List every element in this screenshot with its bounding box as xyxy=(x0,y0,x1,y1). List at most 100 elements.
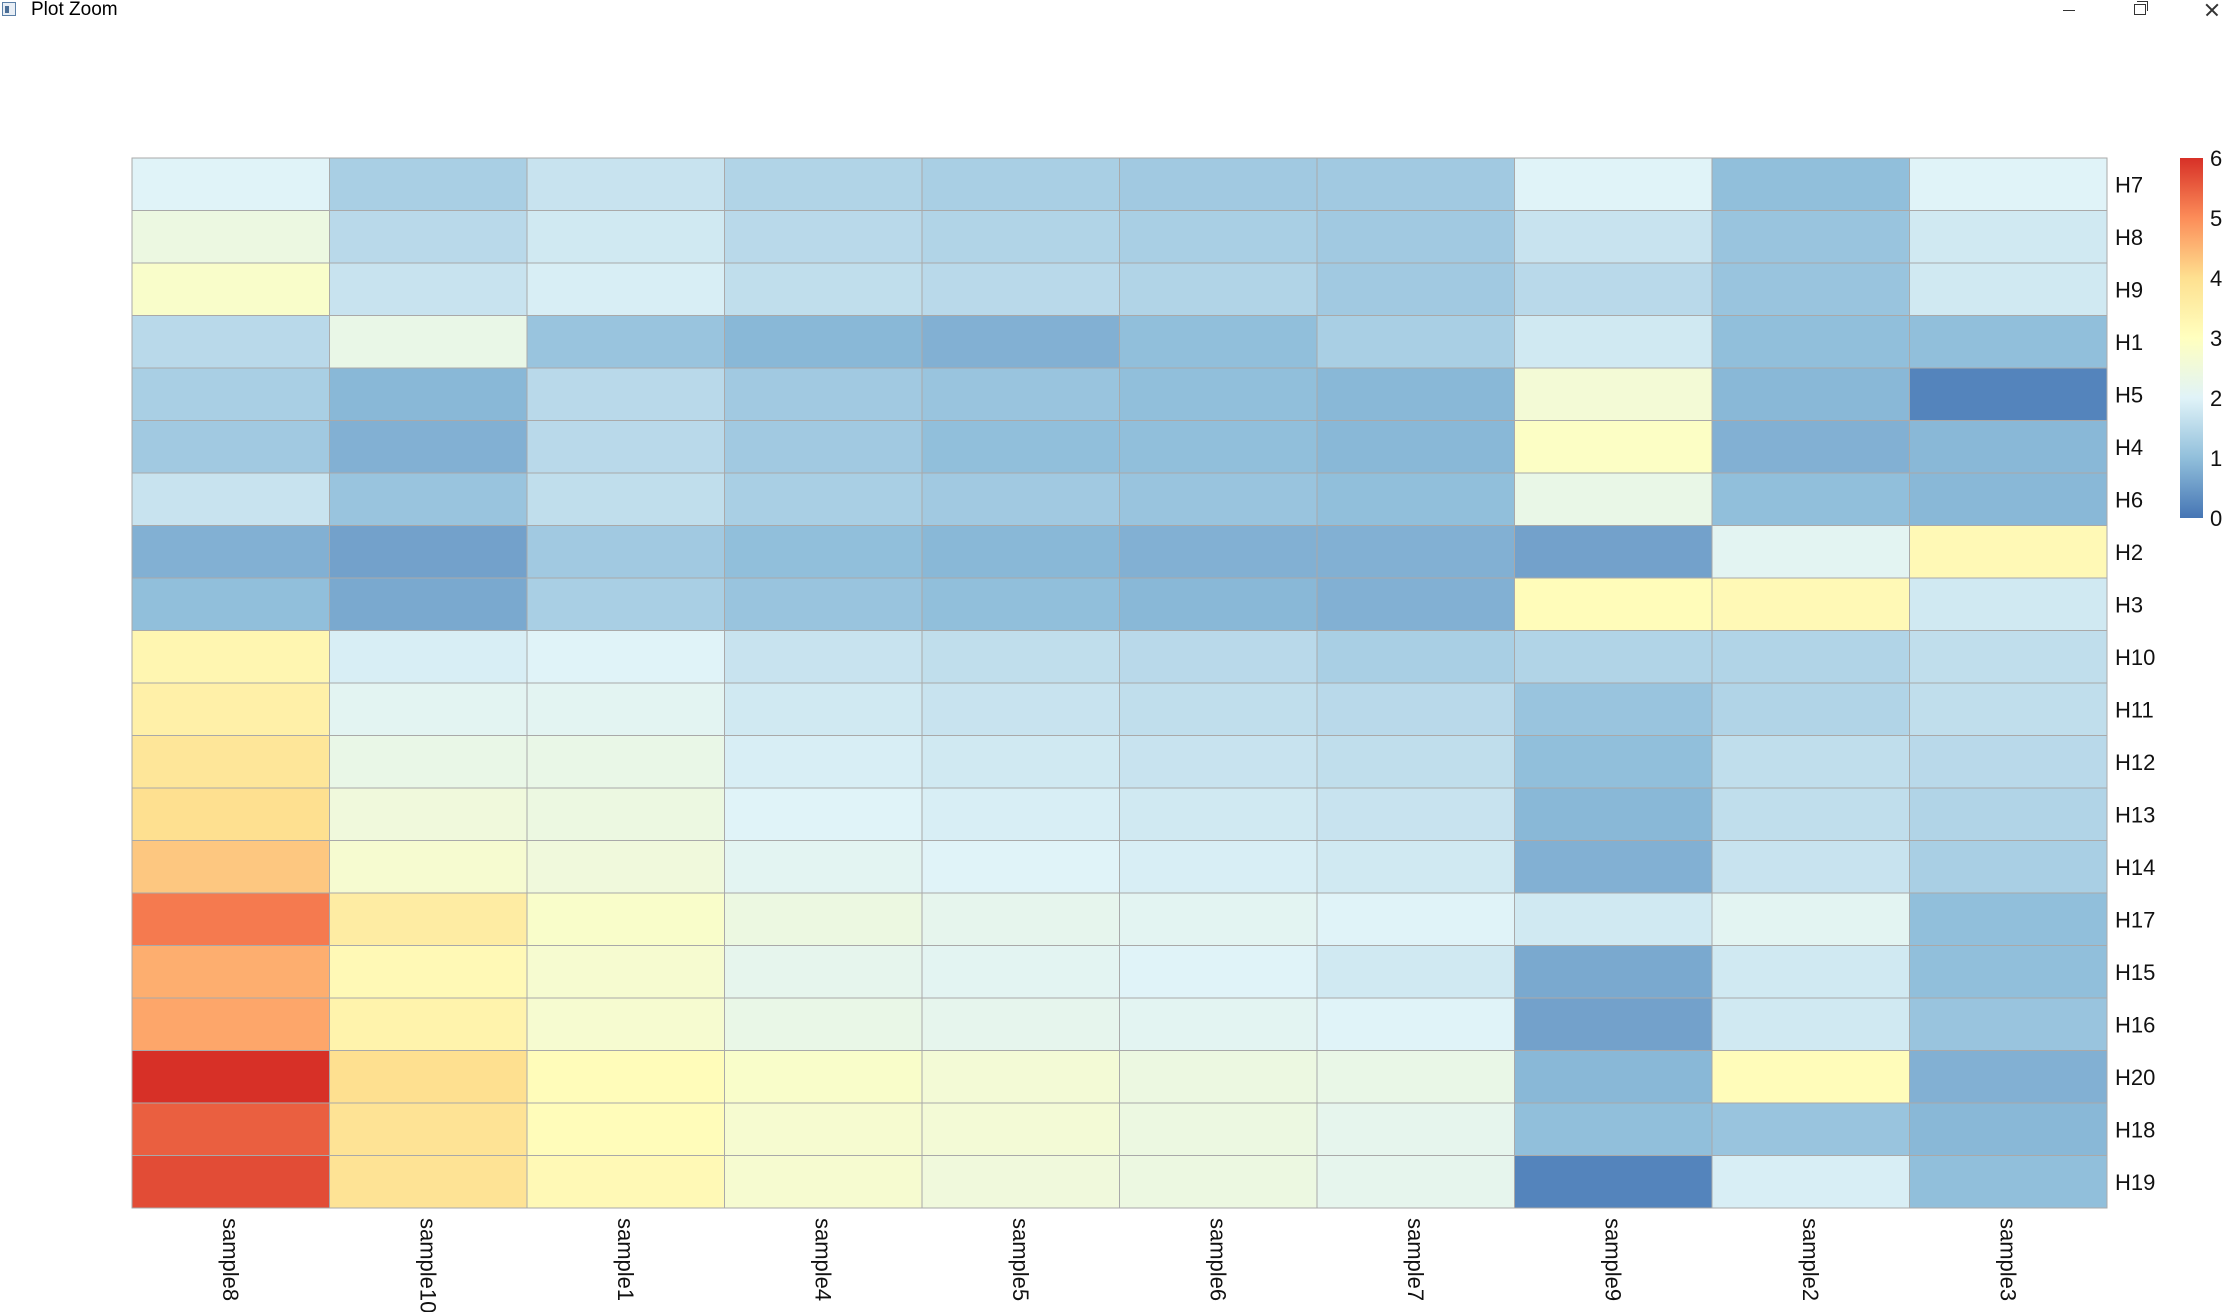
heatmap-cell xyxy=(724,420,923,474)
heatmap-cell xyxy=(1909,210,2108,264)
heatmap-cell xyxy=(1119,1155,1318,1209)
column-labels: sample8 sample10 sample1 sample4 sample5 samp… xyxy=(218,1218,2021,1312)
heatmap-cell xyxy=(1514,577,1713,631)
heatmap-cell xyxy=(1316,315,1515,369)
heatmap-cell xyxy=(131,367,330,421)
row-label: H16 xyxy=(2115,1012,2155,1037)
heatmap-cell xyxy=(724,630,923,684)
heatmap-cell xyxy=(1119,945,1318,999)
heatmap-cell xyxy=(526,1155,725,1209)
heatmap-cell xyxy=(1119,577,1318,631)
column-label: sample4 xyxy=(810,1218,835,1301)
heatmap-cell xyxy=(329,1102,528,1156)
heatmap-cell xyxy=(131,630,330,684)
heatmap-cell xyxy=(921,577,1120,631)
heatmap-cell xyxy=(329,1050,528,1104)
heatmap-cell xyxy=(1119,1050,1318,1104)
heatmap-cell xyxy=(1909,630,2108,684)
heatmap-cell xyxy=(329,1155,528,1209)
heatmap-cell xyxy=(1711,210,1910,264)
row-label: H1 xyxy=(2115,330,2143,355)
row-label: H3 xyxy=(2115,592,2143,617)
heatmap-cell xyxy=(1316,210,1515,264)
heatmap-cell xyxy=(1119,840,1318,894)
row-label: H14 xyxy=(2115,855,2155,880)
heatmap-cell xyxy=(1711,577,1910,631)
heatmap-cell xyxy=(921,472,1120,526)
heatmap-cell xyxy=(1514,1102,1713,1156)
heatmap-cell xyxy=(1316,840,1515,894)
heatmap-cell xyxy=(1909,1050,2108,1104)
heatmap-cell xyxy=(1119,157,1318,211)
color-legend-ticks: 6 5 4 3 2 1 0 xyxy=(2210,146,2222,531)
restore-button[interactable] xyxy=(2117,0,2163,20)
heatmap-cell xyxy=(1514,945,1713,999)
heatmap-cell xyxy=(526,577,725,631)
row-label: H11 xyxy=(2115,697,2154,722)
heatmap-cell xyxy=(921,1050,1120,1104)
heatmap-cell xyxy=(921,682,1120,736)
heatmap-cell xyxy=(1909,682,2108,736)
heatmap-cell xyxy=(131,315,330,369)
column-label: sample2 xyxy=(1798,1218,1823,1301)
heatmap-cell xyxy=(1119,315,1318,369)
heatmap-cell xyxy=(724,315,923,369)
heatmap-cell xyxy=(1514,682,1713,736)
heatmap-cell xyxy=(1119,1102,1318,1156)
heatmap-cell xyxy=(1711,262,1910,316)
heatmap-cell xyxy=(329,315,528,369)
heatmap-cell xyxy=(724,262,923,316)
heatmap-cell xyxy=(526,262,725,316)
legend-tick-label: 1 xyxy=(2210,446,2222,471)
heatmap-cell xyxy=(1514,1155,1713,1209)
color-legend: 6 5 4 3 2 1 0 xyxy=(2180,146,2222,531)
heatmap-cell xyxy=(1909,787,2108,841)
heatmap-cell xyxy=(724,682,923,736)
legend-tick-label: 5 xyxy=(2210,206,2222,231)
heatmap-cell xyxy=(1711,315,1910,369)
heatmap-cell xyxy=(1316,1102,1515,1156)
heatmap-cells xyxy=(131,157,2108,1209)
heatmap-cell xyxy=(1711,997,1910,1051)
heatmap-cell xyxy=(1514,472,1713,526)
heatmap-cell xyxy=(526,472,725,526)
heatmap-cell xyxy=(1316,367,1515,421)
heatmap-cell xyxy=(921,210,1120,264)
heatmap-cell xyxy=(329,210,528,264)
heatmap-cell xyxy=(921,630,1120,684)
heatmap-cell xyxy=(724,157,923,211)
heatmap-cell xyxy=(724,945,923,999)
heatmap-cell xyxy=(724,892,923,946)
heatmap-cell xyxy=(1316,892,1515,946)
heatmap-cell xyxy=(329,682,528,736)
heatmap-cell xyxy=(131,1155,330,1209)
heatmap-cell xyxy=(1119,210,1318,264)
heatmap-cell xyxy=(921,840,1120,894)
heatmap-cell xyxy=(1711,945,1910,999)
heatmap-cell xyxy=(526,420,725,474)
heatmap-cell xyxy=(329,420,528,474)
heatmap-cell xyxy=(724,997,923,1051)
row-label: H15 xyxy=(2115,960,2155,985)
heatmap-cell xyxy=(329,945,528,999)
heatmap-cell xyxy=(1316,577,1515,631)
heatmap-cell xyxy=(329,472,528,526)
heatmap-cell xyxy=(131,262,330,316)
row-label: H20 xyxy=(2115,1065,2155,1090)
heatmap-cell xyxy=(131,787,330,841)
heatmap-cell xyxy=(329,262,528,316)
heatmap-cell xyxy=(526,367,725,421)
row-label: H4 xyxy=(2115,435,2143,460)
heatmap-cell xyxy=(921,892,1120,946)
heatmap-cell xyxy=(329,787,528,841)
heatmap-cell xyxy=(1711,682,1910,736)
heatmap-cell xyxy=(131,682,330,736)
heatmap-cell xyxy=(329,157,528,211)
row-label: H8 xyxy=(2115,225,2143,250)
heatmap-cell xyxy=(1514,997,1713,1051)
heatmap-cell xyxy=(1119,420,1318,474)
heatmap-cell xyxy=(1316,157,1515,211)
heatmap-cell xyxy=(921,367,1120,421)
minimize-button[interactable] xyxy=(2046,0,2092,20)
heatmap-cell xyxy=(1316,630,1515,684)
